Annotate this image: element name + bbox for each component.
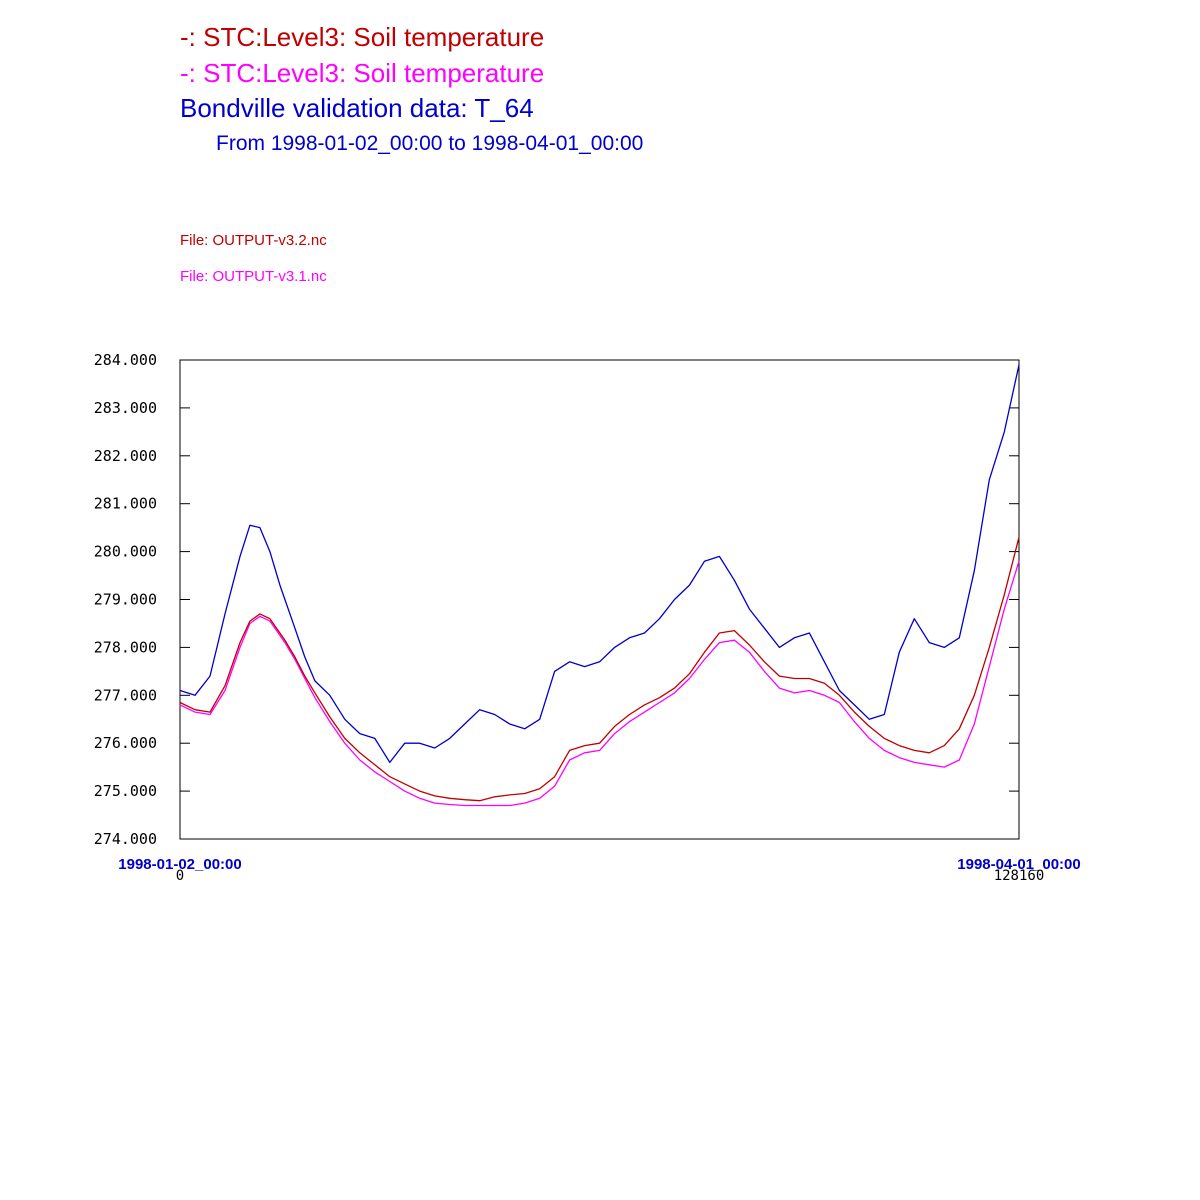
title-line-v32: -: STC:Level3: Soil temperature: [180, 22, 544, 53]
series-line-v31: [179, 561, 1020, 807]
date-range-text: From 1998-01-02_00:00 to 1998-04-01_00:0…: [216, 132, 644, 155]
y-tick-label: 283.000: [94, 399, 157, 417]
y-tick-label: 281.000: [94, 495, 157, 513]
title-line-validation-text: Bondville validation data: T_64: [180, 93, 534, 123]
y-tick-label: 277.000: [94, 686, 157, 704]
y-tick-label: 279.000: [94, 591, 157, 609]
title-line-v31-text: -: STC:Level3: Soil temperature: [180, 58, 545, 88]
plot-frame: [179, 359, 1020, 840]
y-tick-label: 280.000: [94, 543, 157, 561]
y-tick-label: 278.000: [94, 638, 157, 656]
y-tick-label: 274.000: [94, 830, 157, 848]
title-line-v32-text: -: STC:Level3: Soil temperature: [180, 22, 545, 52]
x-start-number-label: 0: [176, 868, 184, 884]
y-tick-label: 284.000: [94, 351, 157, 369]
y-tick-label: 282.000: [94, 447, 157, 465]
y-tick-label: 276.000: [94, 734, 157, 752]
x-end-date-label: 1998-04-01_00:00: [957, 856, 1080, 873]
series-line-validation: [179, 364, 1020, 764]
file-label-v31: File: OUTPUT-v3.1.nc: [180, 268, 327, 285]
y-axis: 274.000 275.000 276.000 277.000 278.000 279.0…: [94, 351, 1019, 848]
title-line-validation: Bondville validation data: T_64: [180, 93, 534, 124]
file-label-v31-text: File: OUTPUT-v3.1.nc: [180, 268, 327, 285]
x-end-number-label: 128160: [994, 868, 1045, 884]
file-label-v32: File: OUTPUT-v3.2.nc: [180, 232, 327, 249]
series-layer: [179, 364, 1020, 807]
title-line-v31: -: STC:Level3: Soil temperature: [180, 58, 544, 89]
x-start-date-label: 1998-01-02_00:00: [118, 856, 241, 873]
date-range-line: From 1998-01-02_00:00 to 1998-04-01_00:0…: [216, 132, 643, 156]
file-label-v32-text: File: OUTPUT-v3.2.nc: [180, 232, 327, 249]
series-line-v32: [179, 537, 1020, 802]
x-axis: 1998-01-02_00:00 1998-04-01_00:00 0 128160: [118, 856, 1080, 884]
y-tick-label: 275.000: [94, 782, 157, 800]
